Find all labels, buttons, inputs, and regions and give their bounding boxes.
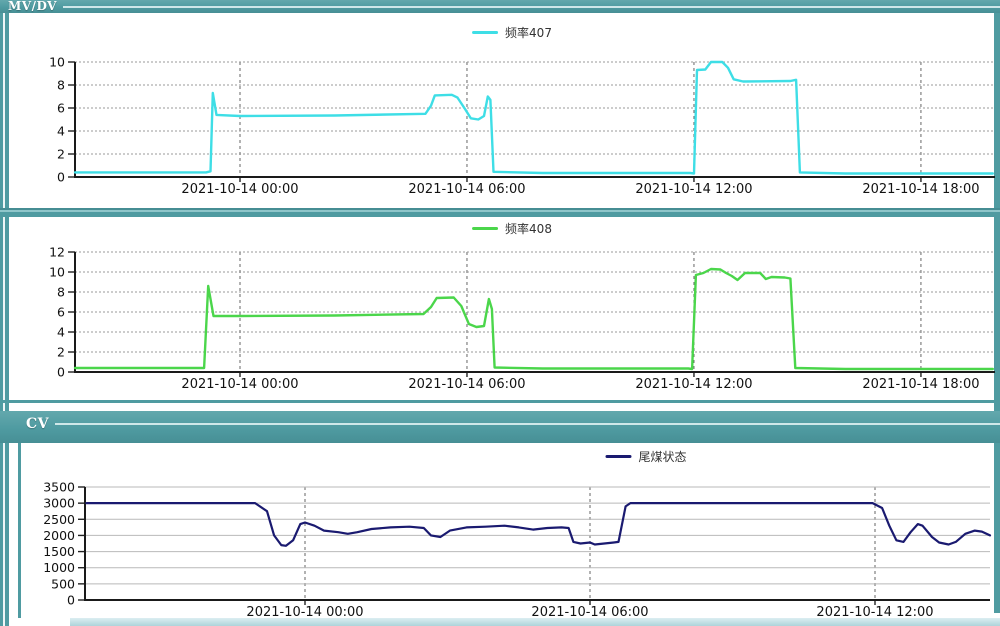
cv-panel-left-border bbox=[18, 443, 21, 618]
y-axis-tick-label: 0 bbox=[67, 593, 75, 608]
y-axis-tick-label: 6 bbox=[57, 101, 65, 116]
mvdv-section-label: MV/DV bbox=[8, 0, 57, 13]
y-axis-tick-label: 8 bbox=[57, 285, 65, 300]
mvdv-charts-separator bbox=[0, 208, 1000, 217]
y-axis-tick-label: 0 bbox=[57, 365, 65, 380]
legend-line-swatch-freq-407 bbox=[472, 31, 499, 34]
x-axis-tick-label: 2021-10-14 06:00 bbox=[408, 377, 525, 392]
y-axis-tick-label: 2 bbox=[57, 147, 65, 162]
y-axis-tick-label: 4 bbox=[57, 325, 65, 340]
y-axis-tick-label: 10 bbox=[49, 265, 65, 280]
tail-coal-status-trend-chart[interactable]: 2021-10-14 00:00 2021-10-14 06:00 2021-10-… bbox=[0, 452, 1000, 620]
y-axis-tick-label: 12 bbox=[49, 245, 65, 260]
y-axis-tick-label: 0 bbox=[57, 170, 65, 185]
x-axis-tick-label: 2021-10-14 00:00 bbox=[181, 377, 298, 392]
legend-freq-408[interactable]: 频率408 bbox=[472, 220, 552, 237]
freq-408-trend-chart[interactable]: 2021-10-14 00:00 2021-10-14 06:00 2021-10-… bbox=[0, 244, 1000, 396]
left-frame-border bbox=[0, 13, 9, 626]
y-axis-tick-label: 500 bbox=[51, 576, 75, 591]
legend-label-freq-407: 频率407 bbox=[505, 26, 552, 40]
x-axis-tick-label: 2021-10-14 12:00 bbox=[635, 182, 752, 197]
y-axis-tick-label: 1500 bbox=[43, 544, 75, 559]
y-axis-tick-label: 8 bbox=[57, 78, 65, 93]
x-axis-tick-label: 2021-10-14 06:00 bbox=[408, 182, 525, 197]
y-axis-tick-label: 1000 bbox=[43, 560, 75, 575]
legend-line-swatch-tail-coal-status bbox=[605, 455, 632, 458]
right-frame-border bbox=[994, 13, 1000, 613]
y-axis-tick-label: 3000 bbox=[43, 496, 75, 511]
y-axis-tick-label: 10 bbox=[49, 55, 65, 70]
bottom-panel-edge-strip bbox=[70, 618, 1000, 626]
freq-407-trend-chart[interactable]: 2021-10-14 00:00 2021-10-14 06:00 2021-10-… bbox=[0, 46, 1000, 204]
cv-section-label: CV bbox=[26, 416, 50, 432]
legend-label-tail-coal-status: 尾煤状态 bbox=[638, 450, 687, 464]
y-axis-tick-label: 4 bbox=[57, 124, 65, 139]
y-axis-tick-label: 2500 bbox=[43, 512, 75, 527]
y-axis-tick-label: 2000 bbox=[43, 528, 75, 543]
legend-line-swatch-freq-408 bbox=[472, 227, 499, 230]
mvdv-header-rule bbox=[62, 5, 1000, 8]
x-axis-tick-label: 2021-10-14 12:00 bbox=[635, 377, 752, 392]
x-axis-tick-label: 2021-10-14 18:00 bbox=[862, 182, 979, 197]
mvdv-section-header: MV/DV bbox=[0, 0, 1000, 13]
x-axis-tick-label: 2021-10-14 00:00 bbox=[181, 182, 298, 197]
legend-label-freq-408: 频率408 bbox=[505, 222, 552, 236]
legend-tail-coal-status[interactable]: 尾煤状态 bbox=[605, 448, 687, 465]
x-axis-tick-label: 2021-10-14 00:00 bbox=[246, 605, 363, 620]
x-axis-tick-label: 2021-10-14 06:00 bbox=[531, 605, 648, 620]
y-axis-tick-label: 3500 bbox=[43, 480, 75, 495]
mvdv-section-bottom-border bbox=[0, 400, 1000, 403]
series-line bbox=[85, 501, 992, 547]
cv-section-header: CV bbox=[0, 411, 1000, 443]
y-axis-tick-label: 6 bbox=[57, 305, 65, 320]
series-line bbox=[73, 267, 994, 371]
legend-freq-407[interactable]: 频率407 bbox=[472, 24, 552, 41]
y-axis-tick-label: 2 bbox=[57, 345, 65, 360]
cv-header-rule bbox=[55, 423, 1000, 425]
x-axis-tick-label: 2021-10-14 18:00 bbox=[862, 377, 979, 392]
series-line bbox=[73, 60, 994, 175]
x-axis-tick-label: 2021-10-14 12:00 bbox=[816, 605, 933, 620]
